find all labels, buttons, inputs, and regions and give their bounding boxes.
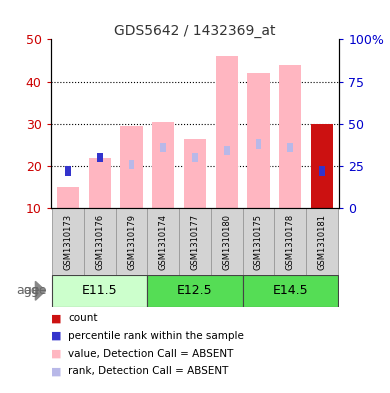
Text: percentile rank within the sample: percentile rank within the sample xyxy=(68,331,244,341)
Bar xyxy=(152,122,174,208)
Text: GSM1310179: GSM1310179 xyxy=(127,214,136,270)
Text: E12.5: E12.5 xyxy=(177,284,213,298)
Bar xyxy=(147,208,179,275)
Bar xyxy=(179,208,211,275)
Text: age: age xyxy=(23,284,47,298)
Bar xyxy=(216,56,238,208)
Text: E14.5: E14.5 xyxy=(272,284,308,298)
Bar xyxy=(243,275,338,307)
Text: GSM1310180: GSM1310180 xyxy=(222,214,231,270)
Bar xyxy=(57,187,79,208)
Bar xyxy=(274,208,306,275)
Text: age: age xyxy=(16,284,39,298)
Bar xyxy=(97,153,103,162)
Bar xyxy=(129,160,135,169)
Bar xyxy=(243,208,274,275)
Text: GSM1310177: GSM1310177 xyxy=(190,214,200,270)
Bar xyxy=(121,126,143,208)
Text: E11.5: E11.5 xyxy=(82,284,118,298)
Bar xyxy=(247,73,269,208)
Bar xyxy=(279,64,301,208)
Bar xyxy=(306,208,338,275)
Text: value, Detection Call = ABSENT: value, Detection Call = ABSENT xyxy=(68,349,234,359)
Text: GSM1310174: GSM1310174 xyxy=(159,214,168,270)
Polygon shape xyxy=(35,281,46,300)
Text: ■: ■ xyxy=(51,313,61,323)
Bar xyxy=(84,208,116,275)
Bar xyxy=(52,275,147,307)
Bar xyxy=(52,208,84,275)
Text: ■: ■ xyxy=(51,331,61,341)
Bar xyxy=(287,143,293,152)
Bar xyxy=(192,153,198,162)
Bar xyxy=(147,275,243,307)
Text: GSM1310178: GSM1310178 xyxy=(285,214,294,270)
Text: GSM1310176: GSM1310176 xyxy=(96,214,105,270)
Bar xyxy=(184,139,206,208)
Title: GDS5642 / 1432369_at: GDS5642 / 1432369_at xyxy=(114,24,276,38)
Bar xyxy=(255,140,261,149)
Bar xyxy=(65,167,71,176)
Bar xyxy=(160,143,166,152)
Bar xyxy=(116,208,147,275)
Bar xyxy=(89,158,111,208)
Bar xyxy=(319,167,325,176)
Text: ■: ■ xyxy=(51,366,61,376)
Bar xyxy=(311,124,333,208)
Text: rank, Detection Call = ABSENT: rank, Detection Call = ABSENT xyxy=(68,366,229,376)
Text: ■: ■ xyxy=(51,349,61,359)
Bar xyxy=(224,146,230,156)
Text: count: count xyxy=(68,313,98,323)
Bar xyxy=(211,208,243,275)
Text: GSM1310181: GSM1310181 xyxy=(317,214,326,270)
Text: GSM1310175: GSM1310175 xyxy=(254,214,263,270)
Text: GSM1310173: GSM1310173 xyxy=(64,214,73,270)
